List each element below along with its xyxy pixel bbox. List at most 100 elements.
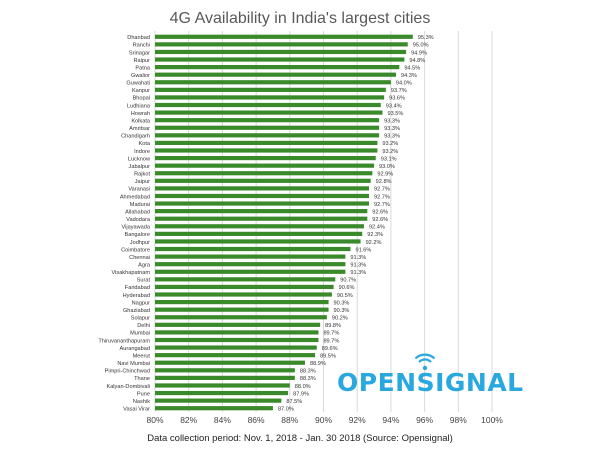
data-label: 90.6%	[339, 285, 355, 291]
bar	[155, 353, 316, 358]
category-label: Amritsar	[129, 126, 150, 132]
data-label: 90.3%	[334, 300, 350, 306]
category-label: Jaipur	[135, 179, 150, 185]
category-label: Vijayawada	[121, 225, 150, 231]
category-label: Visakhapatnam	[112, 270, 151, 276]
bar	[155, 148, 378, 153]
bar	[155, 42, 408, 47]
bar	[155, 246, 351, 252]
bar	[155, 231, 363, 236]
opensignal-logo: OPENSIGNAL	[337, 368, 524, 397]
category-label: Delhi	[137, 323, 150, 329]
bar	[155, 57, 405, 62]
category-label: Hyderabad	[123, 293, 150, 299]
category-label: Bhopal	[133, 96, 150, 102]
data-label: 88.3%	[300, 376, 316, 382]
bar	[155, 299, 329, 305]
chart-title: 4G Availability in India's largest citie…	[169, 10, 431, 27]
data-label: 93.2%	[382, 149, 398, 155]
signal-icon	[414, 353, 436, 371]
x-tick-label: 82%	[180, 415, 197, 425]
bar	[155, 216, 368, 221]
category-label: Solapur	[131, 316, 150, 322]
category-label: Kanpur	[132, 88, 150, 94]
data-label: 87.0%	[278, 407, 294, 413]
bar	[155, 375, 295, 380]
category-label: Pune	[137, 391, 150, 397]
bar	[155, 49, 407, 55]
category-label: Coimbatore	[121, 247, 150, 253]
data-label: 91.6%	[355, 247, 371, 253]
data-label: 92.3%	[367, 232, 383, 238]
x-tick-label: 98%	[450, 415, 467, 425]
category-label: Navi Mumbai	[117, 361, 150, 367]
data-label: 88.0%	[295, 384, 311, 390]
category-label: Kolkata	[131, 118, 151, 124]
bar	[155, 337, 319, 343]
data-label: 94.0%	[396, 81, 412, 87]
bar	[155, 307, 329, 312]
data-label: 91.3%	[350, 270, 366, 276]
data-label: 89.7%	[323, 338, 339, 344]
bar	[155, 140, 378, 146]
category-label: Madurai	[130, 202, 150, 208]
bar	[155, 368, 295, 373]
data-label: 92.7%	[374, 187, 390, 193]
x-tick-label: 84%	[214, 415, 231, 425]
x-tick-label: 96%	[416, 415, 433, 425]
bar	[155, 133, 380, 138]
footer-note: Data collection period: Nov. 1, 2018 - J…	[147, 433, 453, 444]
data-label: 93.2%	[382, 141, 398, 147]
bar	[155, 118, 380, 123]
data-label: 92.7%	[374, 202, 390, 208]
category-label: Aurangabad	[120, 346, 150, 352]
bar	[155, 193, 369, 199]
data-label: 94.8%	[409, 58, 425, 64]
bar	[155, 277, 336, 282]
bar	[155, 269, 346, 274]
category-label: Kota	[138, 141, 150, 147]
bar	[155, 390, 289, 396]
x-tick-label: 88%	[281, 415, 298, 425]
data-label: 90.3%	[334, 308, 350, 314]
category-label: Raipur	[134, 58, 151, 64]
category-label: Ludhiana	[127, 103, 151, 109]
data-label: 92.6%	[372, 217, 388, 223]
category-label: Varanasi	[128, 187, 150, 193]
category-label: Jabalpur	[129, 164, 151, 170]
data-label: 92.4%	[369, 225, 385, 231]
category-label: Surat	[137, 278, 151, 284]
category-label: Howrah	[131, 111, 150, 117]
bar	[155, 34, 413, 39]
bar	[155, 125, 380, 130]
bar	[155, 163, 375, 168]
data-label: 93.4%	[386, 103, 402, 109]
category-label: Ghaziabad	[123, 308, 150, 314]
category-label: Guwahati	[126, 81, 150, 87]
data-label: 93.3%	[384, 126, 400, 132]
category-label: Kalyan-Dombivali	[106, 384, 150, 390]
bar	[155, 72, 396, 77]
bar	[155, 102, 381, 108]
data-label: 89.5%	[320, 353, 336, 359]
data-label: 91.3%	[350, 262, 366, 268]
bar	[155, 406, 273, 411]
category-label: Srinagar	[129, 50, 150, 56]
x-tick-label: 94%	[382, 415, 399, 425]
data-label: 92.2%	[366, 240, 382, 246]
x-tick-label: 100%	[481, 415, 503, 425]
data-label: 93.6%	[389, 96, 405, 102]
data-label: 95.3%	[418, 35, 434, 41]
data-label: 91.3%	[350, 255, 366, 261]
data-label: 93.3%	[384, 134, 400, 140]
data-label: 93.1%	[381, 156, 397, 162]
category-label: Gwalior	[131, 73, 150, 79]
bar	[155, 315, 327, 320]
category-label: Pimpri-Chinchwad	[105, 369, 150, 375]
data-label: 89.6%	[322, 346, 338, 352]
bar	[155, 262, 346, 267]
category-label: Chandigarh	[121, 134, 150, 140]
bar	[155, 171, 373, 176]
bar	[155, 95, 385, 100]
